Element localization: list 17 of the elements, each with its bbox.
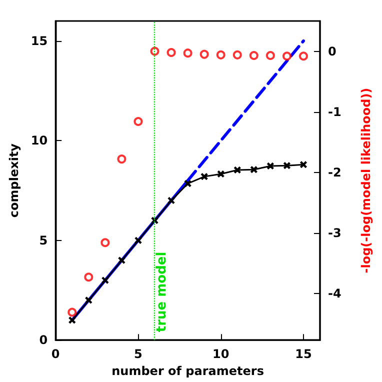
ref-line-label: true model xyxy=(154,252,170,332)
x-tick-label: 0 xyxy=(51,347,60,362)
y2-tick-label: -4 xyxy=(328,286,342,300)
y2-tick-label: 0 xyxy=(328,44,336,58)
y2-tick-label: -2 xyxy=(328,165,342,180)
y-axis-title: complexity xyxy=(7,143,21,218)
x-axis-title: number of parameters xyxy=(112,364,264,378)
y-tick-label: 0 xyxy=(39,333,48,348)
x-tick-label: 10 xyxy=(212,347,230,362)
x-tick-label: 5 xyxy=(134,347,142,362)
y-tick-label: 15 xyxy=(30,34,48,48)
y-tick-label: 5 xyxy=(39,233,48,248)
y2-tick-label: -1 xyxy=(328,104,342,119)
y2-tick-label: -3 xyxy=(328,226,342,240)
y-tick-label: 10 xyxy=(30,134,48,148)
x-tick-label: 15 xyxy=(295,347,312,362)
y2-axis-title: -log(-log(model likelihood)) xyxy=(359,88,373,274)
